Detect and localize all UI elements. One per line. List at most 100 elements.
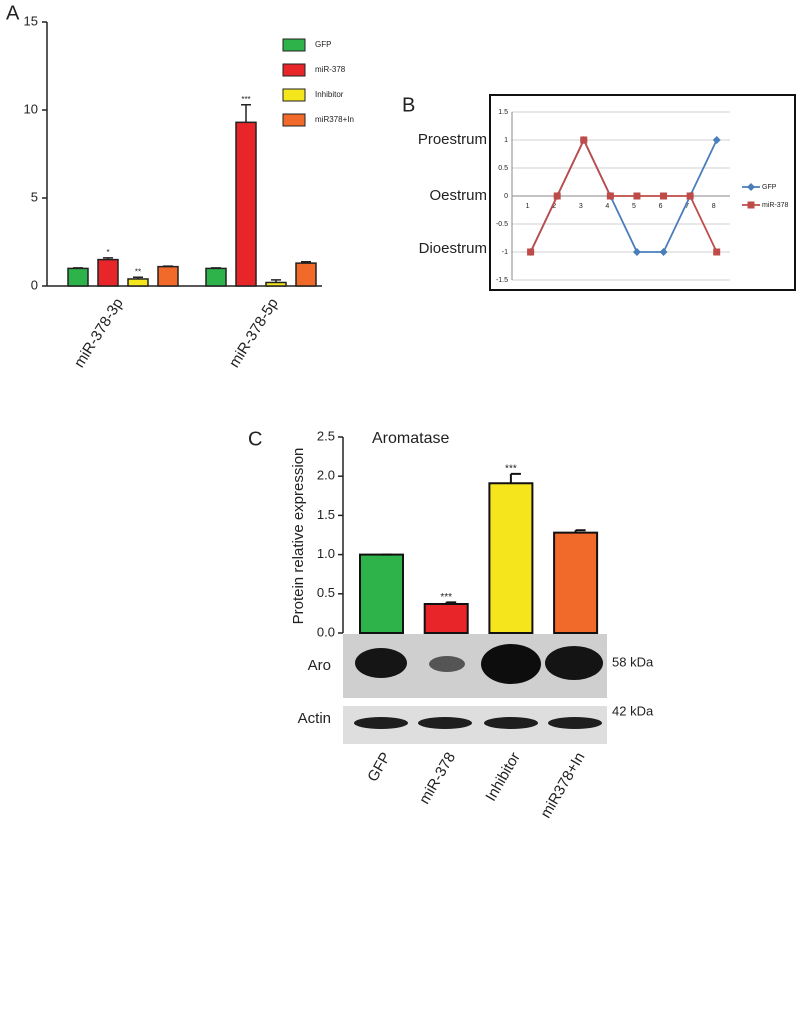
error-bar [133, 276, 143, 279]
error-bar [211, 267, 221, 269]
point [527, 248, 535, 256]
bar [423, 602, 469, 635]
bar [205, 267, 227, 287]
state-label: Proestrum [418, 131, 487, 148]
bar [127, 278, 149, 287]
point [633, 192, 641, 200]
significance: ** [135, 267, 141, 276]
bar [359, 553, 404, 634]
bar [553, 531, 599, 635]
bar [67, 267, 89, 287]
legend-label: GFP [315, 40, 331, 49]
x-tick-label: miR-378-3p [71, 295, 127, 370]
significance: *** [241, 95, 250, 104]
x-tick-label: Inhibitor [482, 749, 523, 804]
panel-frame [489, 94, 796, 291]
bar [295, 262, 317, 287]
error-bar [574, 529, 586, 533]
x-tick-label: 3 [579, 203, 583, 210]
chart-title: Aromatase [372, 430, 449, 447]
error-bar [301, 260, 311, 264]
blot-band [354, 717, 408, 729]
blot-label: Aro [308, 657, 331, 674]
blot-size: 58 kDa [612, 654, 654, 669]
point [632, 248, 641, 256]
y-tick-label: 1.0 [317, 546, 335, 561]
x-tick-label: 6 [659, 203, 663, 210]
legend-swatch [282, 38, 306, 52]
bar [157, 265, 179, 287]
y-axis-label: Protein relative expression [290, 448, 307, 625]
error-bar [271, 279, 281, 283]
point [553, 192, 561, 200]
blot-band [545, 646, 603, 680]
x-tick-label: miR-378-5p [226, 295, 282, 370]
y-tick-label: 0.5 [317, 585, 335, 600]
bar [488, 482, 534, 635]
y-tick-label: 0 [31, 277, 38, 292]
y-tick-label: 0.5 [498, 165, 508, 172]
bar [97, 258, 119, 287]
y-tick-label: 10 [24, 101, 38, 116]
point [713, 248, 721, 256]
y-tick-label: 2.5 [317, 428, 335, 443]
x-tick-label: 2 [552, 203, 556, 210]
y-tick-label: -0.5 [496, 221, 508, 228]
blot-band [418, 717, 472, 729]
x-tick-label: 4 [605, 203, 609, 210]
blot-band [481, 644, 541, 684]
x-tick-label: miR378+In [537, 749, 588, 821]
y-tick-label: 1.5 [498, 109, 508, 116]
legend-swatch [282, 88, 306, 102]
legend-label: miR378+In [315, 115, 354, 124]
legend-marker [747, 201, 755, 209]
legend-label: Inhibitor [315, 90, 344, 99]
significance: *** [505, 463, 517, 474]
point [686, 192, 694, 200]
legend-label: GFP [762, 184, 777, 191]
blot-band [429, 656, 465, 672]
panel-label: A [6, 2, 20, 24]
legend-swatch [282, 113, 306, 127]
significance: * [106, 248, 109, 257]
legend-marker [747, 183, 755, 191]
x-tick-label: 5 [632, 203, 636, 210]
error-bar [445, 601, 457, 604]
y-tick-label: -1 [502, 249, 508, 256]
y-tick-label: -1.5 [496, 277, 508, 284]
blot-band [548, 717, 602, 729]
error-bar [73, 267, 83, 269]
error-bar [163, 265, 173, 267]
y-tick-label: 2.0 [317, 468, 335, 483]
x-tick-label: 7 [685, 203, 689, 210]
y-tick-label: 1.5 [317, 507, 335, 522]
y-tick-label: 15 [24, 13, 38, 28]
x-tick-label: miR-378 [416, 749, 459, 807]
error-bar [509, 472, 521, 484]
state-label: Oestrum [429, 187, 487, 204]
point [712, 136, 721, 144]
error-bar [103, 257, 113, 260]
point [606, 192, 614, 200]
bar [265, 281, 287, 287]
panel-label: B [402, 94, 415, 116]
y-tick-label: 0.0 [317, 624, 335, 639]
point [659, 248, 668, 256]
x-tick-label: 8 [712, 203, 716, 210]
blot-size: 42 kDa [612, 703, 654, 718]
y-tick-label: 0 [504, 193, 508, 200]
point [580, 136, 588, 144]
blot-band [484, 717, 538, 729]
blot-band [355, 648, 407, 678]
legend-label: miR-378 [315, 65, 346, 74]
legend-label: miR-378 [762, 202, 789, 209]
point [660, 192, 668, 200]
y-tick-label: 1 [504, 137, 508, 144]
blot-label: Actin [298, 710, 331, 727]
line [529, 137, 718, 253]
y-tick-label: 5 [31, 189, 38, 204]
legend-swatch [282, 63, 306, 77]
significance: *** [440, 592, 452, 603]
x-tick-label: 1 [526, 203, 530, 210]
